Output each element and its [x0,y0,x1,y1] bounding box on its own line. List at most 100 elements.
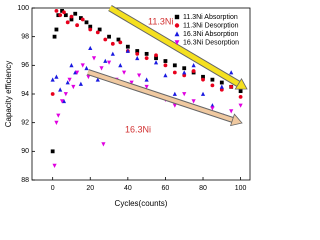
legend-marker [174,40,180,46]
point [137,73,142,78]
chart: 11.3Ni 16.3Ni Cycles(counts) Capacity ef… [4,5,251,208]
point [191,69,196,73]
point [103,37,108,42]
x-tick-label: 100 [235,185,247,192]
point [129,80,134,85]
point [52,163,57,168]
point [238,89,243,94]
point [172,103,177,108]
point [69,17,74,22]
point [191,99,196,104]
point [210,77,215,82]
legend-label: 16.3Ni Absorption [183,31,238,38]
point [163,73,168,78]
point [144,77,149,82]
point [99,66,104,71]
point [154,56,158,61]
point [163,63,168,68]
point [219,80,224,85]
y-tick-label: 94 [21,91,29,98]
point [54,8,59,13]
point [50,149,55,154]
arrow-head [234,77,248,90]
legend-marker [174,23,180,28]
point [69,14,74,19]
point [201,77,205,82]
annotation: 11.3Ni [148,16,173,26]
point [71,84,76,90]
point [110,51,115,56]
point [154,53,158,58]
point [163,59,168,63]
point [135,51,140,56]
point [238,94,243,99]
point [210,106,215,111]
point [121,70,127,75]
point [67,77,72,82]
marks [50,8,243,168]
point [75,23,80,28]
point [50,77,55,82]
y-tick-label: 96 [21,62,29,69]
point [219,84,224,89]
point [78,81,83,86]
point [191,63,196,68]
point [103,58,108,63]
point [73,11,78,16]
point [75,70,80,75]
y-tick-label: 88 [21,177,29,184]
point [172,91,177,96]
point [125,48,130,53]
point [172,63,177,68]
point [135,55,140,61]
point [58,87,63,92]
point [63,13,68,18]
point [125,44,130,49]
point [229,109,234,114]
point [219,87,224,92]
point [144,51,149,56]
point [97,27,102,32]
x-tick-label: 0 [51,185,55,192]
legend-label: 11.3Ni Absorption [183,14,238,21]
point [229,70,234,75]
point [182,70,187,75]
arrow-head [229,113,243,127]
point [65,80,70,85]
point [144,56,149,61]
point [88,24,93,29]
point [84,20,89,25]
point [238,103,243,108]
legend-marker [174,31,180,37]
point [61,98,67,104]
point [107,34,111,39]
point [118,40,123,45]
point [86,74,91,80]
point [144,84,149,90]
point [88,27,93,32]
point [210,103,215,108]
arrow [87,70,234,122]
point [101,142,106,147]
point [201,74,205,79]
point [116,37,121,42]
point [69,63,74,68]
point [73,70,78,75]
point [58,13,63,18]
point [62,10,66,15]
x-tick-label: 40 [124,185,132,192]
legend-marker [174,14,180,20]
point [172,70,177,75]
x-tick-label: 80 [199,185,207,192]
y-tick-label: 100 [17,5,29,12]
point [88,45,93,51]
point [200,91,206,96]
point [65,20,70,25]
point [95,30,100,35]
point [106,60,112,65]
point [182,73,187,78]
point [182,66,187,71]
point [56,113,61,118]
point [91,56,97,61]
point [210,83,215,88]
